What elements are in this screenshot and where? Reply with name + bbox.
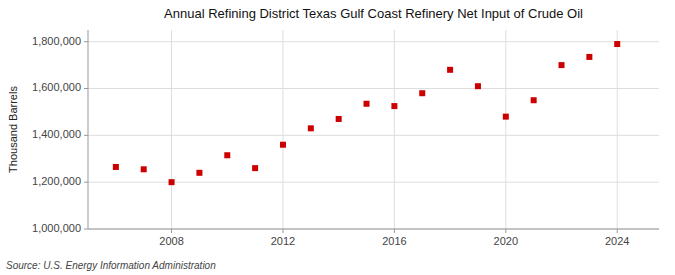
tick-mark [394, 229, 395, 233]
tick-mark [84, 229, 88, 230]
point [308, 125, 314, 131]
tick-label: 2020 [494, 235, 518, 247]
grid-line [505, 30, 506, 229]
tick-mark [282, 229, 283, 233]
point [113, 164, 119, 170]
chart-container: 1,000,000 1,200,000 1,400,000 1,600,000 1,80… [0, 0, 675, 275]
title: Annual Refining District Texas Gulf Coas… [164, 6, 583, 21]
grid-line [617, 30, 618, 229]
point [559, 62, 565, 68]
tick-label: 1,400,000 [32, 128, 81, 140]
y-axis-line [88, 30, 89, 229]
points [113, 41, 620, 185]
tick-mark [84, 88, 88, 89]
tick-mark [505, 229, 506, 233]
tick-mark [84, 135, 88, 136]
point [391, 103, 397, 109]
y-axis-label: Thousand Barrels [7, 86, 19, 173]
point [280, 142, 286, 148]
grid-line [88, 88, 659, 89]
point [196, 170, 202, 176]
tick-label: 1,200,000 [32, 175, 81, 187]
tick-label: 1,800,000 [32, 35, 81, 47]
point [419, 90, 425, 96]
grid [88, 30, 659, 229]
point [224, 152, 230, 158]
point [475, 83, 481, 89]
tick-label: 2012 [271, 235, 295, 247]
chart: 1,000,000 1,200,000 1,400,000 1,600,000 1,80… [0, 0, 675, 275]
point [141, 166, 147, 172]
tick-label: 2008 [159, 235, 183, 247]
point [586, 54, 592, 60]
point [252, 165, 258, 171]
tick-label: 1,600,000 [32, 81, 81, 93]
grid-line [282, 30, 283, 229]
point [531, 97, 537, 103]
axes: 1,000,000 1,200,000 1,400,000 1,600,000 1,80… [32, 30, 659, 247]
tick-mark [84, 41, 88, 42]
grid-line [394, 30, 395, 229]
point [447, 67, 453, 73]
grid-line [88, 135, 659, 136]
tick-label: 2016 [382, 235, 406, 247]
point [169, 179, 175, 185]
point [336, 116, 342, 122]
point [503, 114, 509, 120]
point [364, 101, 370, 107]
point [614, 41, 620, 47]
source-note: Source: U.S. Energy Information Administ… [6, 260, 216, 271]
tick-mark [84, 182, 88, 183]
grid-line [171, 30, 172, 229]
tick-mark [171, 229, 172, 233]
grid-line [88, 229, 659, 230]
grid-line [88, 41, 659, 42]
tick-label: 2024 [605, 235, 629, 247]
tick-label: 1,000,000 [32, 222, 81, 234]
tick-mark [617, 229, 618, 233]
x-axis-line [88, 229, 659, 230]
